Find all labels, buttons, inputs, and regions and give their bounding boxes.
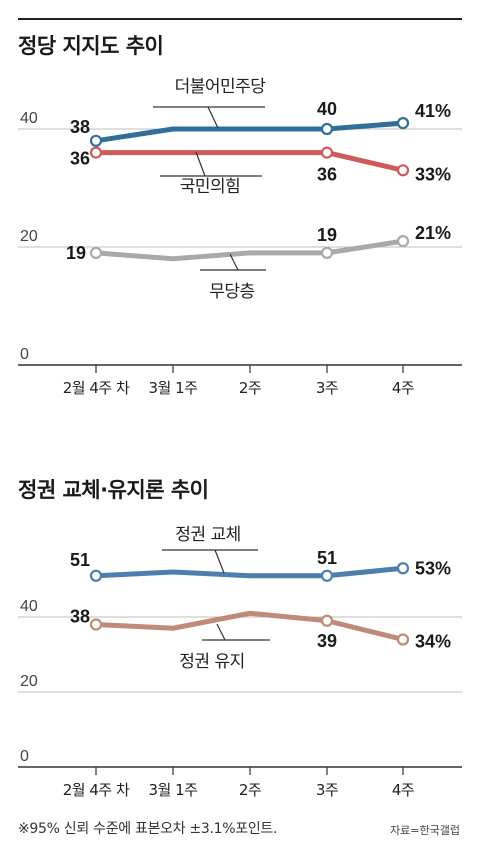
data-label: 51 bbox=[70, 550, 90, 570]
series-line-1 bbox=[93, 565, 406, 579]
data-point bbox=[320, 569, 334, 582]
legend-label: 더불어민주당 bbox=[175, 77, 267, 97]
data-label: 40 bbox=[317, 99, 337, 119]
source-credit: 자료=한국갤럽 bbox=[390, 824, 460, 837]
data-label: 19 bbox=[317, 225, 337, 245]
data-label: 38 bbox=[70, 117, 90, 137]
data-label: 51 bbox=[317, 548, 337, 568]
data-point bbox=[396, 116, 410, 130]
data-point bbox=[320, 146, 334, 159]
data-point bbox=[89, 618, 103, 631]
data-point bbox=[89, 569, 103, 582]
top-rule bbox=[18, 18, 462, 20]
x-tick-label: 4주 bbox=[392, 379, 414, 397]
data-point bbox=[396, 633, 410, 646]
data-point bbox=[320, 246, 334, 259]
data-label: 34% bbox=[415, 632, 451, 652]
series-line-2 bbox=[93, 610, 406, 642]
data-point bbox=[320, 614, 334, 627]
legend-leader bbox=[195, 151, 206, 177]
data-label: 38 bbox=[70, 607, 90, 627]
data-point bbox=[396, 235, 410, 248]
x-tick-label: 3월 1주 bbox=[149, 781, 198, 799]
legend-label: 정권 유지 bbox=[179, 652, 244, 672]
x-tick-label: 3월 1주 bbox=[149, 379, 198, 397]
series-line-1 bbox=[93, 120, 406, 144]
chart-title-party-support: 정당 지지도 추이 bbox=[18, 34, 164, 58]
y-tick-label: 20 bbox=[20, 228, 38, 245]
data-label: 53% bbox=[415, 558, 451, 578]
legend-leader bbox=[207, 106, 219, 129]
x-tick-label: 3주 bbox=[316, 379, 338, 397]
y-tick-label: 20 bbox=[20, 673, 38, 690]
y-tick-label: 40 bbox=[20, 598, 38, 615]
x-tick-label: 2주 bbox=[239, 379, 261, 397]
legend-leader bbox=[214, 549, 225, 574]
chart-title-regime-change: 정권 교체·유지론 추이 bbox=[18, 478, 209, 502]
data-label: 41% bbox=[415, 101, 451, 121]
data-label: 33% bbox=[415, 164, 451, 184]
legend-leader bbox=[229, 253, 239, 271]
x-tick-label: 2주 bbox=[239, 781, 261, 799]
data-label: 39 bbox=[317, 631, 337, 651]
x-tick-label: 3주 bbox=[316, 781, 338, 799]
legend-leader bbox=[216, 623, 226, 641]
data-label: 21% bbox=[415, 223, 451, 243]
data-point bbox=[396, 562, 410, 575]
footnote: ※95% 신뢰 수준에 표본오차 ±3.1%포인트. bbox=[18, 821, 278, 837]
x-tick-label: 4주 bbox=[392, 781, 414, 799]
data-point bbox=[89, 146, 103, 159]
legend-label: 정권 교체 bbox=[175, 525, 240, 545]
x-tick-label: 2월 4주 차 bbox=[63, 781, 130, 799]
data-point bbox=[89, 246, 103, 259]
y-tick-label: 0 bbox=[20, 346, 29, 363]
data-label: 36 bbox=[317, 165, 337, 185]
data-point bbox=[396, 164, 410, 177]
series-line-2 bbox=[93, 150, 406, 173]
data-label: 36 bbox=[70, 149, 90, 169]
y-tick-label: 0 bbox=[20, 748, 29, 765]
data-point bbox=[320, 122, 334, 136]
series-line-3 bbox=[93, 238, 406, 262]
legend-label: 무당층 bbox=[209, 282, 254, 302]
x-tick-label: 2월 4주 차 bbox=[63, 379, 130, 397]
legend-label: 국민의힘 bbox=[180, 177, 241, 197]
data-label: 19 bbox=[66, 243, 86, 263]
data-point bbox=[89, 134, 103, 147]
y-tick-label: 40 bbox=[20, 110, 38, 127]
